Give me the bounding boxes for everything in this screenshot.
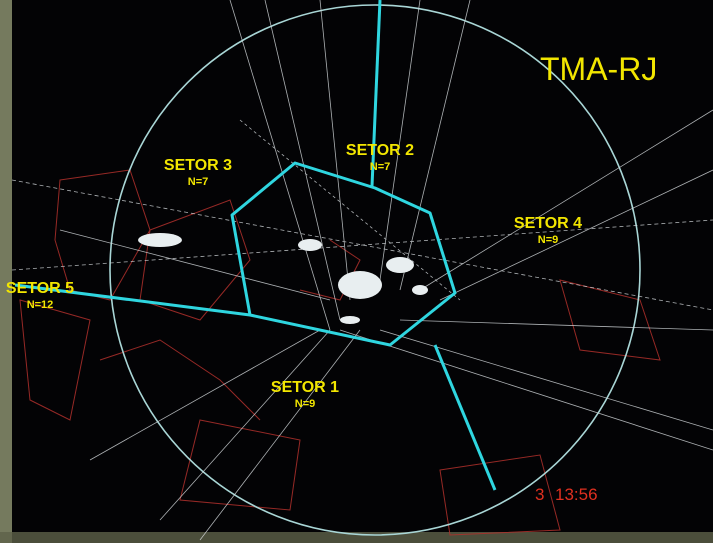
sector-count: N=7 xyxy=(188,176,209,188)
sector-count: N=9 xyxy=(295,398,316,410)
sector-labels: SETOR 3 N=7 SETOR 2 N=7 SETOR 4 N=9 SETOR 5 N=1… xyxy=(6,142,582,410)
photo-border-bottom xyxy=(0,532,713,543)
sector-name: SETOR 1 xyxy=(271,379,339,396)
sector-count: N=7 xyxy=(370,161,391,173)
clock-day: 3 xyxy=(535,485,544,504)
airways xyxy=(11,0,713,541)
tma-boundary xyxy=(109,4,641,536)
sector-name: SETOR 4 xyxy=(514,215,582,232)
sector-count: N=9 xyxy=(538,234,559,246)
restricted-areas xyxy=(19,169,661,536)
sector-boundaries xyxy=(14,0,497,491)
coastline xyxy=(138,233,428,324)
tma-title: TMA-RJ xyxy=(540,51,657,87)
photo-border xyxy=(0,0,12,543)
clock-time: 13:56 xyxy=(555,485,598,504)
sector-name: SETOR 2 xyxy=(346,142,414,159)
sector-name: SETOR 3 xyxy=(164,157,232,174)
sector-name: SETOR 5 xyxy=(6,280,74,297)
sector-count: N=12 xyxy=(27,299,54,311)
